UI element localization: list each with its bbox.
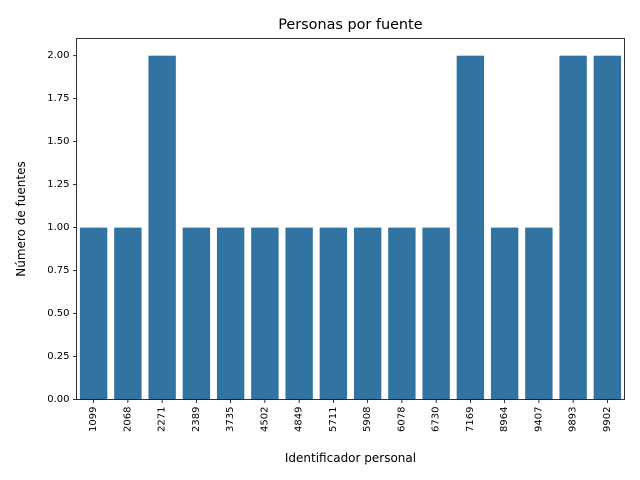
x-tick-label: 1099	[88, 407, 99, 432]
x-tick-label: 9407	[533, 407, 544, 432]
x-tick-label: 4849	[294, 407, 305, 432]
chart-title: Personas por fuente	[278, 17, 422, 33]
y-tick-label: 0.75	[47, 265, 69, 276]
bar-6730	[422, 227, 450, 400]
x-tick-label: 9902	[602, 407, 613, 432]
x-tick-label: 5711	[328, 407, 339, 432]
x-tick-label: 2271	[157, 407, 168, 432]
bar-3735	[216, 227, 245, 400]
bar-5908	[353, 227, 382, 400]
x-tick-label: 5908	[362, 407, 373, 432]
y-tick-label: 0.50	[47, 308, 69, 319]
bar-2389	[182, 227, 211, 400]
x-tick-label: 8964	[499, 407, 510, 432]
x-tick-label: 4502	[259, 407, 270, 432]
y-tick-label: 2.00	[47, 50, 69, 61]
x-axis-title: Identificador personal	[285, 451, 416, 465]
x-tick-label: 9893	[568, 407, 579, 432]
plot-frame	[76, 38, 625, 400]
bars-group	[79, 55, 622, 400]
x-tick-label: 2389	[191, 407, 202, 432]
y-axis-title: Número de fuentes	[14, 161, 28, 276]
bar-1099	[79, 227, 108, 400]
bar-8964	[490, 227, 519, 400]
bar-7169	[456, 55, 485, 400]
bar-9407	[525, 227, 553, 400]
y-axis-ticks: 0.00 0.25 0.50 0.75 1.00 1.25 1.50 1.75 2.00	[47, 50, 77, 405]
bar-5711	[319, 227, 348, 400]
bar-9902	[593, 55, 622, 400]
x-tick-label: 6730	[431, 407, 442, 432]
y-tick-label: 0.00	[47, 394, 69, 405]
y-tick-label: 1.75	[47, 93, 69, 104]
x-tick-label: 7169	[465, 407, 476, 432]
x-axis-ticks: 1099 2068 2271 2389 3735 4502 4849 5711 5908 6078…	[88, 399, 613, 432]
x-tick-label: 6078	[396, 407, 407, 432]
bar-9893	[559, 55, 587, 400]
y-tick-label: 0.25	[47, 351, 69, 362]
bar-6078	[388, 227, 416, 400]
x-tick-label: 3735	[225, 407, 236, 432]
bar-2271	[148, 55, 176, 400]
x-tick-label: 2068	[122, 407, 133, 432]
bar-2068	[114, 227, 142, 400]
bar-4502	[251, 227, 279, 400]
y-tick-label: 1.00	[47, 222, 69, 233]
y-tick-label: 1.50	[47, 136, 69, 147]
y-tick-label: 1.25	[47, 179, 69, 190]
bar-4849	[285, 227, 313, 400]
